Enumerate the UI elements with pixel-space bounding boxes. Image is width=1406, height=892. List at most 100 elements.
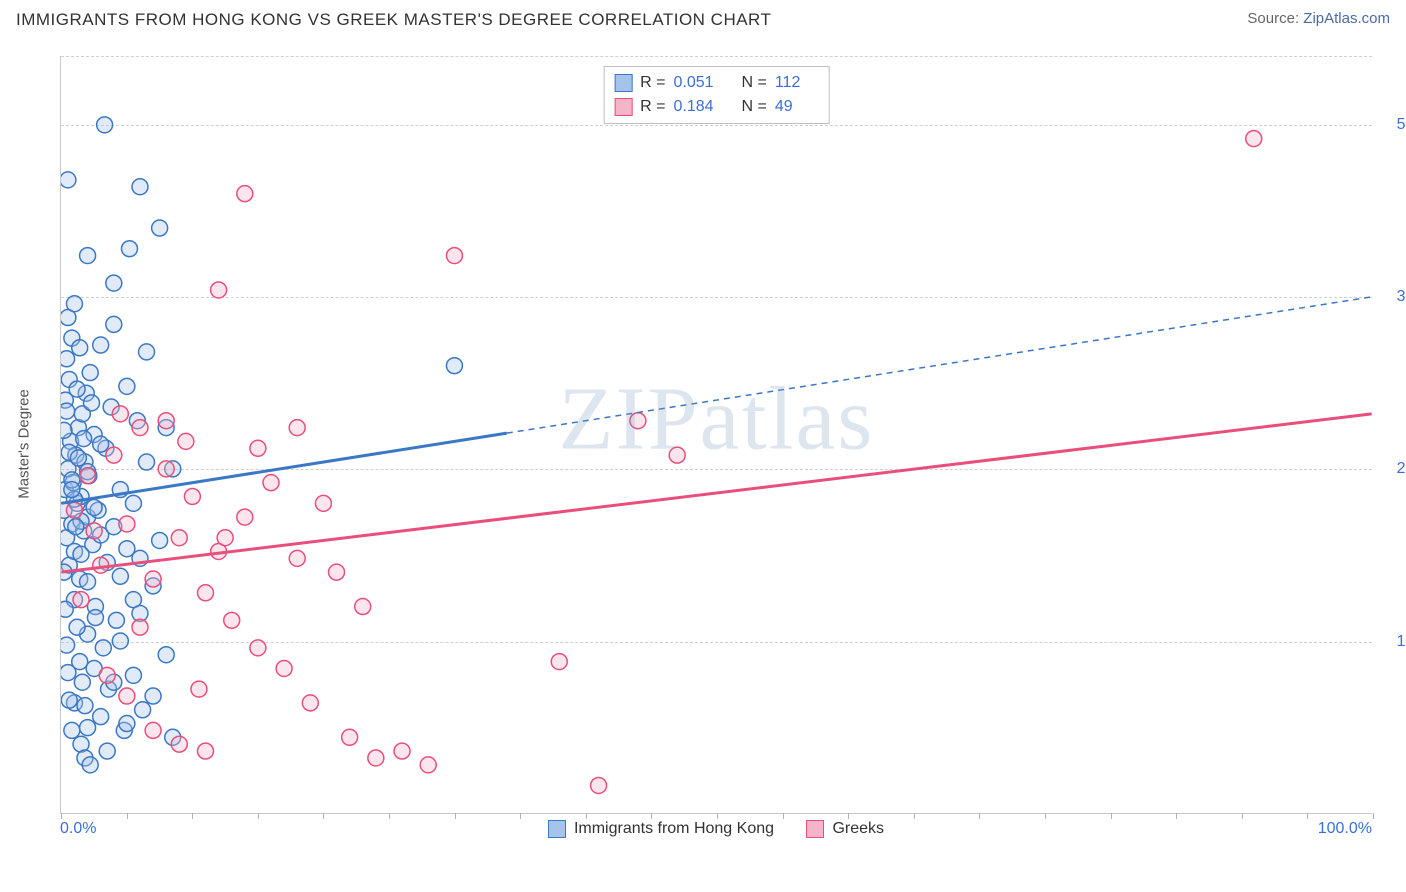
scatter-point xyxy=(61,403,75,419)
x-tick xyxy=(783,813,784,819)
scatter-point xyxy=(217,530,233,546)
scatter-point xyxy=(158,413,174,429)
x-tick xyxy=(1176,813,1177,819)
scatter-point xyxy=(106,447,122,463)
legend-item-hongkong: Immigrants from Hong Kong xyxy=(548,820,774,838)
scatter-point xyxy=(420,757,436,773)
scatter-point xyxy=(93,436,109,452)
scatter-point xyxy=(355,599,371,615)
scatter-point xyxy=(93,337,109,353)
scatter-point xyxy=(198,585,214,601)
scatter-point xyxy=(73,546,89,562)
scatter-point xyxy=(77,698,93,714)
scatter-point xyxy=(99,743,115,759)
scatter-point xyxy=(112,406,128,422)
scatter-point xyxy=(132,179,148,195)
x-tick xyxy=(717,813,718,819)
scatter-point xyxy=(68,519,84,535)
scatter-point xyxy=(178,433,194,449)
scatter-point xyxy=(66,296,82,312)
source-attribution: Source: ZipAtlas.com xyxy=(1247,10,1390,27)
scatter-point xyxy=(158,647,174,663)
legend-row-hongkong: R = 0.051 N = 112 xyxy=(614,71,819,95)
y-tick-label: 12.5% xyxy=(1382,633,1406,651)
chart-title: IMMIGRANTS FROM HONG KONG VS GREEK MASTE… xyxy=(16,10,771,30)
x-tick xyxy=(914,813,915,819)
scatter-point xyxy=(66,502,82,518)
scatter-point xyxy=(76,431,92,447)
scatter-point xyxy=(302,695,318,711)
scatter-point xyxy=(152,220,168,236)
swatch-greeks-icon xyxy=(806,820,824,838)
y-tick-label: 37.5% xyxy=(1382,288,1406,306)
scatter-point xyxy=(191,681,207,697)
r-label: R = xyxy=(640,95,665,119)
swatch-hongkong-icon xyxy=(548,820,566,838)
scatter-point xyxy=(122,241,138,257)
x-tick xyxy=(1242,813,1243,819)
scatter-svg xyxy=(61,56,1372,813)
x-tick xyxy=(520,813,521,819)
scatter-point xyxy=(80,248,96,264)
scatter-point xyxy=(276,660,292,676)
scatter-point xyxy=(112,568,128,584)
scatter-point xyxy=(125,667,141,683)
scatter-point xyxy=(80,574,96,590)
scatter-point xyxy=(108,612,124,628)
x-tick xyxy=(1307,813,1308,819)
scatter-point xyxy=(119,378,135,394)
x-tick xyxy=(586,813,587,819)
scatter-point xyxy=(64,722,80,738)
scatter-point xyxy=(95,640,111,656)
scatter-point xyxy=(125,495,141,511)
scatter-point xyxy=(315,495,331,511)
scatter-point xyxy=(139,344,155,360)
source-prefix: Source: xyxy=(1247,10,1303,27)
n-value-greeks: 49 xyxy=(775,95,819,119)
x-tick xyxy=(1045,813,1046,819)
x-tick xyxy=(127,813,128,819)
n-label: N = xyxy=(742,71,767,95)
scatter-point xyxy=(61,692,77,708)
scatter-point xyxy=(106,316,122,332)
legend-row-greeks: R = 0.184 N = 49 xyxy=(614,95,819,119)
source-link[interactable]: ZipAtlas.com xyxy=(1303,10,1390,27)
x-tick xyxy=(455,813,456,819)
scatter-point xyxy=(64,482,80,498)
regression-line xyxy=(61,433,506,503)
scatter-point xyxy=(152,532,168,548)
scatter-point xyxy=(132,619,148,635)
r-value-hongkong: 0.051 xyxy=(674,71,718,95)
legend-label-greeks: Greeks xyxy=(832,820,884,838)
scatter-point xyxy=(119,688,135,704)
scatter-point xyxy=(184,488,200,504)
scatter-point xyxy=(72,340,88,356)
scatter-point xyxy=(86,523,102,539)
scatter-point xyxy=(237,509,253,525)
y-axis-title: Master's Degree xyxy=(16,389,33,499)
scatter-point xyxy=(250,440,266,456)
scatter-point xyxy=(250,640,266,656)
scatter-point xyxy=(73,592,89,608)
scatter-point xyxy=(119,541,135,557)
scatter-point xyxy=(61,637,75,653)
scatter-point xyxy=(61,351,75,367)
x-tick xyxy=(1111,813,1112,819)
n-label: N = xyxy=(742,95,767,119)
x-tick xyxy=(192,813,193,819)
plot-area: 12.5%25.0%37.5%50.0% ZIPatlas R = 0.051 … xyxy=(60,56,1372,814)
correlation-legend-box: R = 0.051 N = 112 R = 0.184 N = 49 xyxy=(603,66,830,124)
scatter-point xyxy=(86,499,102,515)
scatter-point xyxy=(263,475,279,491)
scatter-point xyxy=(289,420,305,436)
scatter-point xyxy=(69,381,85,397)
x-tick xyxy=(1373,813,1374,819)
scatter-point xyxy=(80,468,96,484)
scatter-point xyxy=(145,722,161,738)
scatter-point xyxy=(119,516,135,532)
scatter-point xyxy=(591,777,607,793)
scatter-point xyxy=(69,619,85,635)
x-tick xyxy=(61,813,62,819)
scatter-point xyxy=(61,422,72,438)
x-tick xyxy=(389,813,390,819)
